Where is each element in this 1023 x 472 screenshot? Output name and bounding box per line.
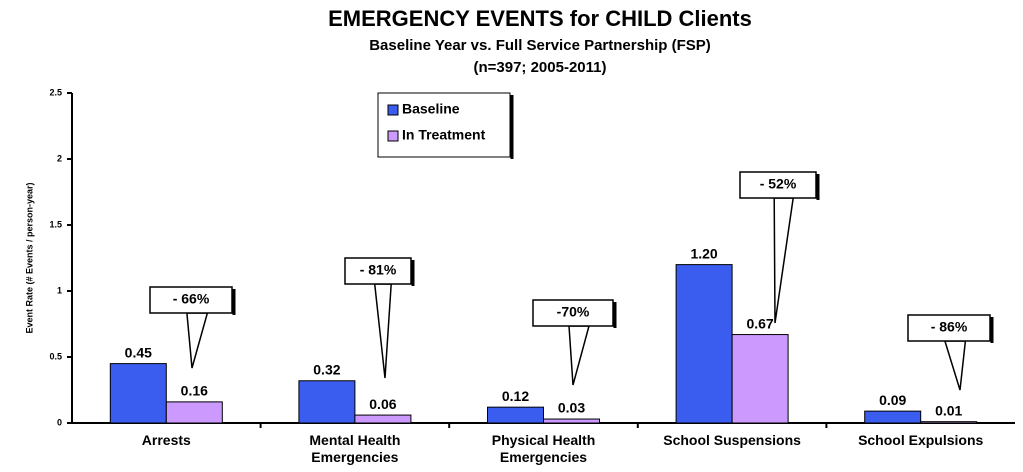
y-tick-label: 1.5: [49, 219, 62, 229]
y-axis-label: Event Rate (# Events / person-year): [24, 182, 34, 333]
y-tick-label: 2.5: [49, 87, 62, 97]
data-label: 0.06: [369, 396, 396, 412]
callout-box: [739, 171, 817, 199]
y-tick-label: 0: [57, 417, 62, 427]
data-label: 0.12: [502, 388, 529, 404]
legend-swatch: [387, 130, 399, 142]
callout-box: [149, 286, 233, 314]
annotation: - 81%: [360, 262, 397, 278]
x-tick-label: Physical Health Emergencies: [491, 432, 596, 465]
bar: [109, 363, 167, 424]
data-label: 0.03: [558, 400, 585, 416]
bar: [864, 410, 922, 424]
callout-pointer: [373, 283, 393, 379]
chart-title: EMERGENCY EVENTS for CHILD Clients: [328, 6, 752, 31]
data-label: 1.20: [690, 245, 717, 261]
legend-label: In Treatment: [402, 127, 486, 143]
callout-box: [907, 314, 991, 342]
callout-box: [532, 299, 614, 327]
callout-box: [344, 257, 412, 285]
x-tick-label: School Expulsions: [858, 432, 984, 448]
callout-pointer: [943, 340, 967, 391]
bar: [731, 334, 789, 424]
x-tick-label: Arrests: [141, 432, 191, 448]
x-tick-label: Mental Health Emergencies: [309, 432, 401, 465]
data-label: 0.16: [181, 383, 208, 399]
x-tick-label: School Suspensions: [663, 432, 801, 448]
legend-swatch: [387, 104, 399, 116]
chart-subtitle: Baseline Year vs. Full Service Partnersh…: [369, 37, 711, 54]
annotation: -70%: [557, 304, 590, 320]
y-tick-label: 1: [57, 285, 62, 295]
bar: [165, 401, 223, 424]
chart-subtitle: (n=397; 2005-2011): [473, 59, 606, 76]
bar: [675, 264, 733, 424]
annotation: - 52%: [760, 176, 797, 192]
y-tick-label: 0.5: [49, 351, 62, 361]
callout-pointer: [186, 312, 209, 369]
bar: [354, 414, 412, 424]
callout-pointer: [773, 197, 795, 324]
bar: [543, 418, 600, 424]
callout-pointer: [568, 325, 590, 386]
annotation: - 66%: [173, 291, 210, 307]
legend-label: Baseline: [402, 101, 460, 117]
data-label: 0.09: [879, 392, 906, 408]
data-label: 0.32: [313, 361, 340, 377]
y-tick-label: 2: [57, 153, 62, 163]
bar: [487, 406, 544, 424]
data-label: 0.67: [746, 315, 773, 331]
legend-box: [377, 92, 511, 158]
bar: [298, 380, 356, 424]
data-label: 0.01: [935, 402, 962, 418]
bar: [920, 421, 978, 424]
data-label: 0.45: [125, 344, 152, 360]
annotation: - 86%: [931, 319, 968, 335]
